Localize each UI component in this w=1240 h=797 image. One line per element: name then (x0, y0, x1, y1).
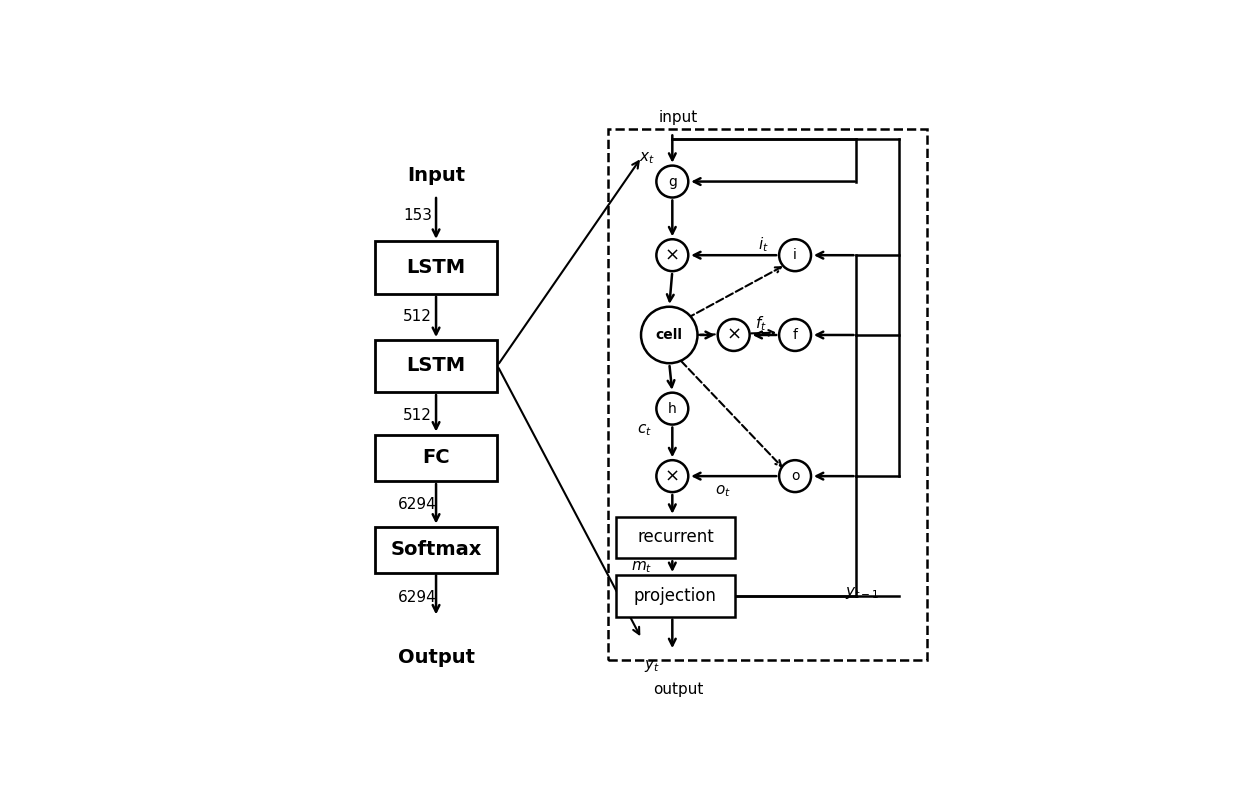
Text: $m_t$: $m_t$ (631, 559, 652, 575)
FancyBboxPatch shape (374, 340, 497, 392)
Text: $o_t$: $o_t$ (715, 484, 732, 499)
Text: $x_t$: $x_t$ (640, 151, 655, 166)
Text: Input: Input (407, 166, 465, 185)
Text: $i_t$: $i_t$ (758, 235, 769, 253)
Text: output: output (653, 682, 703, 697)
Text: $f_t$: $f_t$ (755, 315, 768, 333)
Text: Softmax: Softmax (391, 540, 481, 559)
Text: LSTM: LSTM (407, 258, 465, 277)
Text: FC: FC (423, 448, 450, 467)
Text: recurrent: recurrent (637, 528, 714, 547)
Circle shape (656, 393, 688, 425)
FancyBboxPatch shape (615, 575, 735, 617)
Text: projection: projection (634, 587, 717, 605)
Text: $y_t$: $y_t$ (644, 658, 660, 674)
Text: input: input (658, 110, 698, 124)
Text: ×: × (665, 246, 680, 264)
Circle shape (718, 319, 750, 351)
Text: i: i (794, 248, 797, 262)
Text: h: h (668, 402, 677, 415)
Circle shape (779, 239, 811, 271)
Text: g: g (668, 175, 677, 189)
Text: $c_t$: $c_t$ (637, 422, 652, 438)
Circle shape (641, 307, 697, 363)
Circle shape (656, 460, 688, 492)
Text: LSTM: LSTM (407, 356, 465, 375)
Text: f: f (792, 328, 797, 342)
Text: cell: cell (656, 328, 683, 342)
Text: 6294: 6294 (398, 590, 436, 605)
Text: Output: Output (398, 648, 475, 666)
FancyBboxPatch shape (615, 516, 735, 559)
FancyBboxPatch shape (608, 129, 928, 660)
Circle shape (779, 319, 811, 351)
Circle shape (656, 166, 688, 198)
FancyBboxPatch shape (374, 434, 497, 481)
Text: $y_{t-1}$: $y_{t-1}$ (846, 585, 879, 601)
Text: 6294: 6294 (398, 497, 436, 512)
Text: 153: 153 (403, 208, 433, 223)
Text: ×: × (665, 467, 680, 485)
Circle shape (656, 239, 688, 271)
Circle shape (779, 460, 811, 492)
Text: ×: × (727, 326, 742, 344)
Text: o: o (791, 469, 800, 483)
Text: 512: 512 (403, 309, 432, 324)
Text: 512: 512 (403, 409, 432, 423)
FancyBboxPatch shape (374, 527, 497, 573)
FancyBboxPatch shape (374, 241, 497, 293)
